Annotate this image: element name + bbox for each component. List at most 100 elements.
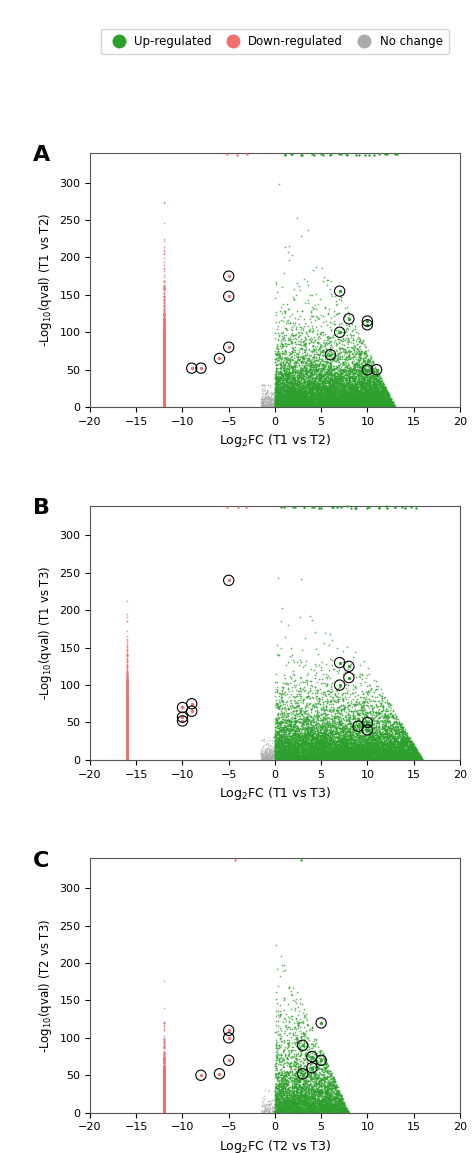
Point [123, 704, 131, 723]
Point [285, 747, 292, 766]
Point [123, 706, 131, 724]
Point [160, 377, 168, 395]
Point [123, 744, 131, 762]
Point [123, 726, 131, 745]
Point [408, 731, 415, 749]
Point [404, 749, 411, 768]
Point [160, 1065, 168, 1084]
Point [276, 395, 283, 414]
Point [292, 392, 299, 410]
Point [359, 749, 366, 768]
Point [284, 1034, 292, 1053]
Point [380, 374, 387, 392]
Point [123, 740, 131, 759]
Point [297, 370, 304, 389]
Point [285, 1100, 292, 1118]
Point [160, 323, 168, 341]
Point [160, 393, 168, 412]
Point [160, 387, 168, 406]
Point [317, 1102, 324, 1121]
Point [285, 743, 292, 761]
Point [321, 1095, 329, 1114]
Point [271, 731, 279, 749]
Point [123, 732, 131, 751]
Point [376, 740, 384, 759]
Point [380, 395, 387, 414]
Point [123, 744, 131, 762]
Point [274, 1102, 282, 1121]
Point [331, 749, 339, 768]
Point [123, 734, 131, 753]
Point [333, 746, 341, 764]
Point [368, 722, 376, 740]
Point [319, 1056, 327, 1075]
Point [283, 731, 291, 749]
Point [123, 747, 131, 766]
Point [123, 747, 131, 766]
Point [346, 370, 354, 389]
Point [358, 395, 365, 414]
Point [123, 738, 131, 756]
Point [283, 379, 290, 398]
Point [123, 749, 131, 768]
Point [343, 348, 350, 367]
Point [283, 379, 291, 398]
Point [344, 394, 352, 413]
Point [311, 385, 319, 404]
Point [350, 737, 357, 755]
Point [305, 390, 312, 408]
Point [335, 393, 342, 412]
Point [123, 730, 131, 748]
Point [160, 1078, 168, 1097]
Point [160, 360, 168, 378]
Point [301, 1090, 309, 1108]
Point [160, 364, 168, 383]
Point [160, 389, 168, 407]
Point [123, 746, 131, 764]
Point [123, 699, 131, 717]
Point [331, 708, 338, 726]
Point [329, 1076, 337, 1094]
Point [382, 383, 390, 401]
Point [410, 748, 418, 767]
Point [349, 749, 357, 768]
Point [351, 740, 358, 759]
Point [160, 1100, 168, 1118]
Point [160, 341, 168, 360]
Point [409, 746, 416, 764]
Point [287, 730, 295, 748]
Point [123, 729, 131, 747]
Point [322, 1094, 329, 1113]
Point [160, 384, 168, 402]
Point [310, 739, 317, 758]
Point [309, 748, 316, 767]
Point [305, 397, 312, 415]
Point [160, 1099, 168, 1117]
Point [160, 393, 168, 412]
Point [327, 1097, 334, 1115]
Point [384, 725, 392, 744]
Point [384, 707, 392, 725]
Point [123, 718, 131, 737]
Point [365, 370, 373, 389]
Point [383, 392, 391, 410]
Point [409, 736, 416, 754]
Point [321, 714, 328, 732]
Point [160, 387, 168, 406]
Point [160, 1087, 168, 1106]
Point [320, 384, 328, 402]
Point [306, 392, 313, 410]
Point [123, 749, 131, 768]
Point [413, 745, 421, 763]
Point [372, 389, 379, 407]
Point [160, 390, 168, 408]
Point [278, 1083, 286, 1101]
Point [379, 377, 387, 395]
Point [123, 734, 131, 753]
Point [123, 748, 131, 767]
Point [371, 385, 379, 404]
Point [337, 375, 344, 393]
Point [372, 364, 380, 383]
Point [160, 391, 168, 409]
Point [341, 387, 348, 406]
